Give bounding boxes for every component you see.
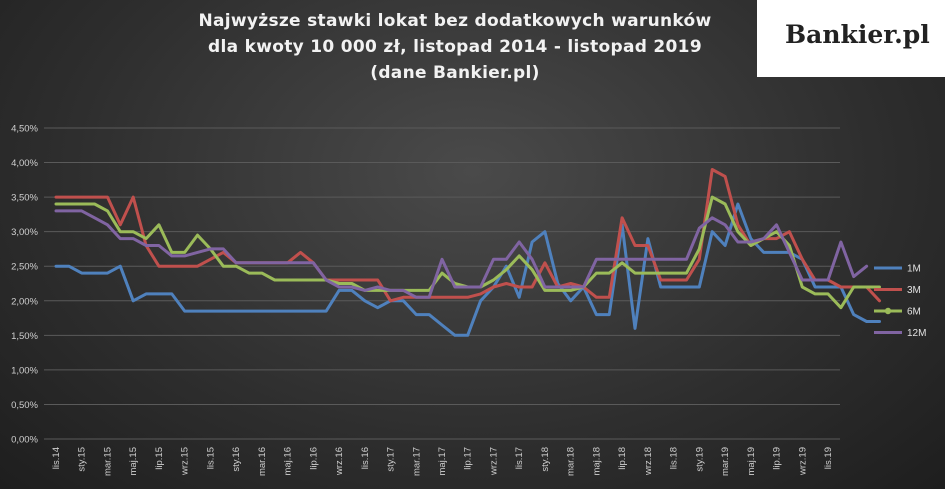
- legend-label-1M: 1M: [907, 264, 921, 275]
- x-tick-label: maj.19: [746, 447, 757, 476]
- x-tick-label: sty.19: [694, 447, 705, 472]
- x-tick-label: lis.14: [51, 447, 62, 469]
- bankier-logo: Bankier.pl: [757, 0, 945, 77]
- x-tick-label: lip.16: [308, 447, 319, 470]
- legend-label-12M: 12M: [907, 328, 926, 339]
- series-line-1M: [54, 202, 881, 337]
- x-tick-label: mar.15: [102, 447, 113, 476]
- x-tick-label: lip.15: [154, 447, 165, 470]
- series-line-6M: [54, 195, 881, 310]
- x-tick-label: wrz.15: [180, 447, 191, 476]
- title-line-1: Najwyższe stawki lokat bez dodatkowych w…: [198, 11, 712, 31]
- x-tick-label: lis.17: [514, 447, 525, 469]
- chart-title: Najwyższe stawki lokat bez dodatkowych w…: [170, 8, 740, 86]
- x-tick-label: maj.16: [283, 447, 294, 476]
- series-line-12M: [54, 209, 869, 299]
- x-tick-label: wrz.16: [334, 447, 345, 476]
- y-tick-label: 0,00%: [11, 435, 38, 446]
- x-tick-label: sty.15: [77, 447, 88, 472]
- y-tick-label: 4,00%: [11, 158, 38, 169]
- x-tick-label: maj.17: [437, 447, 448, 476]
- x-tick-label: maj.18: [591, 447, 602, 476]
- x-tick-label: wrz.18: [643, 447, 654, 476]
- x-tick-label: lis.16: [360, 447, 371, 469]
- y-tick-label: 2,50%: [11, 262, 38, 273]
- x-tick-label: maj.15: [128, 447, 139, 476]
- x-tick-label: wrz.19: [797, 447, 808, 476]
- x-tick-label: mar.18: [566, 447, 577, 476]
- y-tick-label: 2,00%: [11, 296, 38, 307]
- x-tick-label: mar.16: [257, 447, 268, 476]
- title-line-2: dla kwoty 10 000 zł, listopad 2014 - lis…: [208, 37, 702, 57]
- x-tick-label: lip.17: [463, 447, 474, 470]
- x-tick-label: lip.18: [617, 447, 628, 470]
- x-tick-label: mar.19: [720, 447, 731, 476]
- legend-label-6M: 6M: [907, 307, 921, 318]
- y-tick-label: 1,50%: [11, 331, 38, 342]
- title-line-3: (dane Bankier.pl): [370, 63, 540, 83]
- y-tick-label: 0,50%: [11, 400, 38, 411]
- y-tick-label: 3,50%: [11, 193, 38, 204]
- x-tick-label: lis.15: [205, 447, 216, 469]
- x-tick-label: sty.17: [386, 447, 397, 472]
- x-tick-label: lis.18: [669, 447, 680, 469]
- x-tick-label: sty.16: [231, 447, 242, 472]
- x-tick-label: sty.18: [540, 447, 551, 472]
- x-tick-label: wrz.17: [488, 447, 499, 476]
- x-tick-label: lis.19: [823, 447, 834, 469]
- legend-marker-6M: [884, 307, 892, 315]
- x-tick-label: mar.17: [411, 447, 422, 476]
- y-tick-label: 3,00%: [11, 227, 38, 238]
- y-tick-label: 1,00%: [11, 365, 38, 376]
- logo-text: Bankier.pl: [785, 20, 930, 49]
- series-line-3M: [54, 168, 881, 303]
- x-tick-label: lip.19: [772, 447, 783, 470]
- y-tick-label: 4,50%: [11, 124, 38, 135]
- legend-label-3M: 3M: [907, 285, 921, 296]
